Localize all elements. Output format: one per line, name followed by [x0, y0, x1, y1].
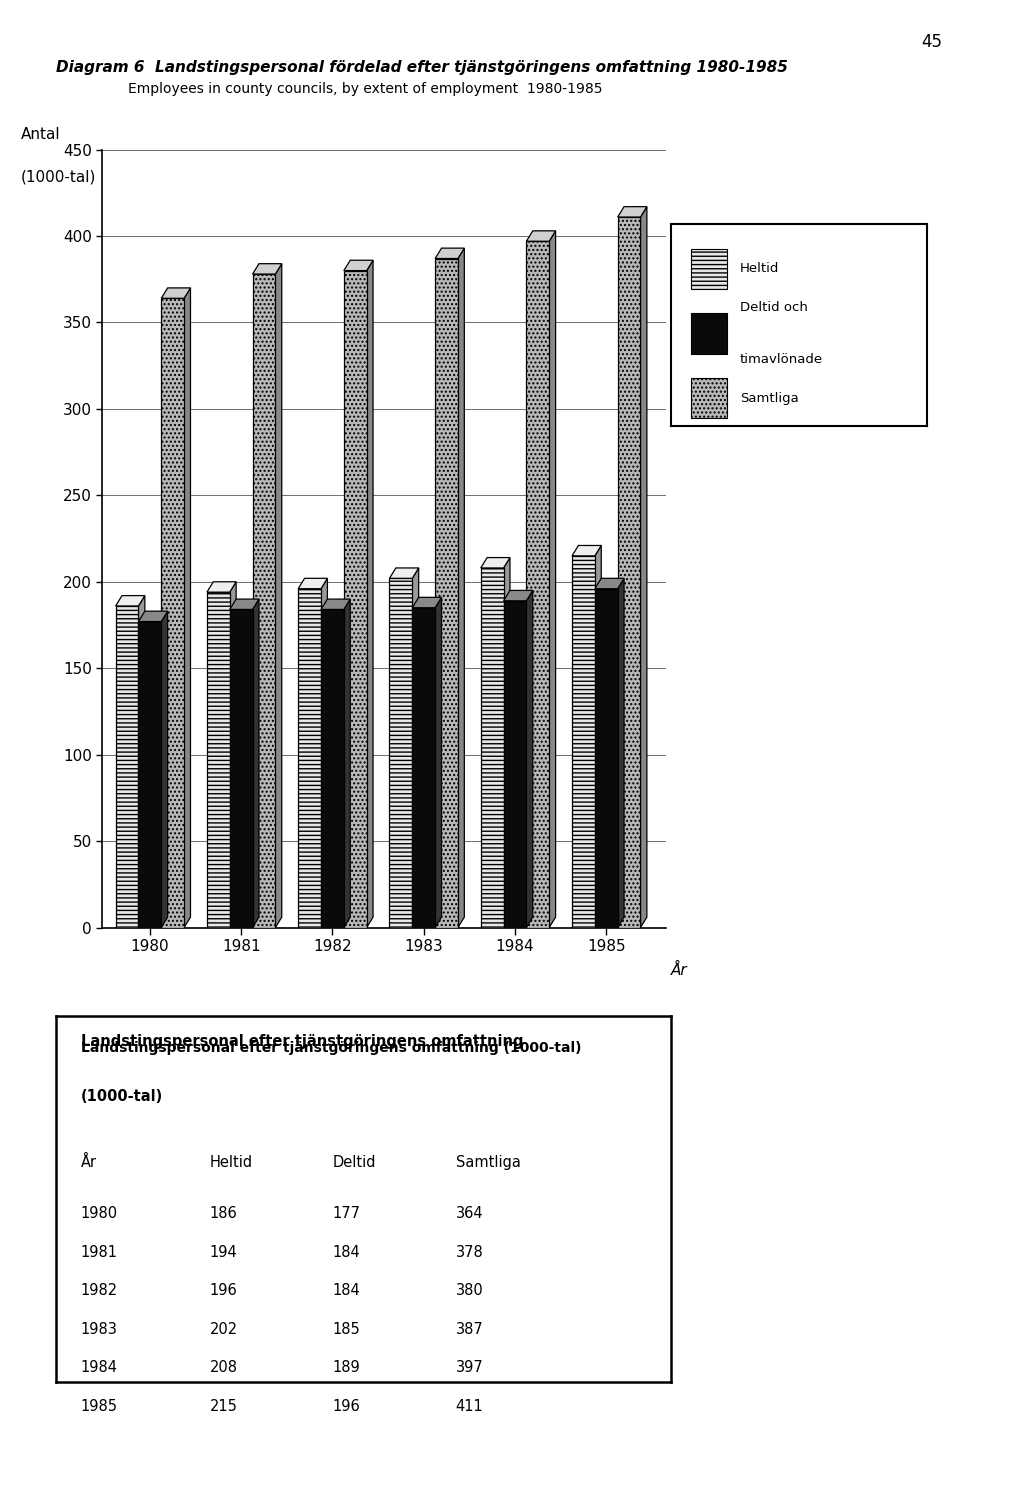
Text: 202: 202 [210, 1322, 238, 1337]
Polygon shape [640, 206, 647, 928]
Text: År: År [672, 963, 688, 978]
Bar [480, 568, 504, 928]
Bar [435, 259, 458, 928]
Bar [572, 557, 595, 928]
Polygon shape [617, 206, 647, 217]
Text: Heltid: Heltid [739, 262, 779, 275]
Text: 194: 194 [210, 1245, 238, 1260]
Text: 189: 189 [333, 1360, 360, 1375]
Text: Employees in county councils, by extent of employment  1980-1985: Employees in county councils, by extent … [128, 82, 602, 96]
Text: (1000-tal): (1000-tal) [20, 169, 96, 184]
Polygon shape [253, 263, 282, 274]
Text: (1000-tal): (1000-tal) [81, 1089, 163, 1104]
Polygon shape [253, 598, 259, 928]
Bar [207, 592, 229, 928]
Text: Landstingspersonal efter tjänstgöringens omfattning: Landstingspersonal efter tjänstgöringens… [81, 1034, 523, 1049]
Polygon shape [526, 230, 556, 241]
Polygon shape [458, 248, 464, 928]
Text: 45: 45 [922, 33, 942, 51]
Text: 196: 196 [210, 1284, 238, 1299]
Text: 378: 378 [456, 1245, 483, 1260]
Polygon shape [229, 598, 259, 609]
Polygon shape [161, 612, 168, 928]
Bar [617, 217, 640, 928]
Text: timavlönade: timavlönade [739, 353, 823, 367]
Text: 1984: 1984 [81, 1360, 118, 1375]
Polygon shape [207, 582, 237, 592]
Bar [229, 609, 253, 928]
Polygon shape [229, 582, 237, 928]
Bar [413, 607, 435, 928]
Polygon shape [595, 546, 601, 928]
Polygon shape [413, 597, 441, 607]
Text: Diagram 6  Landstingspersonal fördelad efter tjänstgöringens omfattning 1980-198: Diagram 6 Landstingspersonal fördelad ef… [56, 60, 788, 75]
Bar [595, 589, 617, 928]
Polygon shape [344, 598, 350, 928]
Text: Heltid: Heltid [210, 1155, 253, 1170]
Bar [344, 271, 367, 928]
Text: 184: 184 [333, 1245, 360, 1260]
Text: 364: 364 [456, 1206, 483, 1221]
Bar [161, 298, 184, 928]
Polygon shape [435, 597, 441, 928]
Polygon shape [161, 287, 190, 298]
Polygon shape [116, 595, 144, 606]
Bar [691, 313, 727, 353]
Bar [116, 606, 138, 928]
Polygon shape [389, 568, 419, 579]
Polygon shape [367, 260, 373, 928]
Text: 1982: 1982 [81, 1284, 118, 1299]
Text: 411: 411 [456, 1399, 483, 1414]
Bar [321, 609, 344, 928]
Text: 208: 208 [210, 1360, 238, 1375]
Text: 184: 184 [333, 1284, 360, 1299]
Text: 397: 397 [456, 1360, 483, 1375]
Text: Samtliga: Samtliga [739, 392, 799, 404]
Text: 1983: 1983 [81, 1322, 118, 1337]
Polygon shape [572, 546, 601, 557]
Bar [691, 248, 727, 289]
Text: Landstingspersonal efter tjänstgöringens omfattning (1000-tal): Landstingspersonal efter tjänstgöringens… [81, 1041, 582, 1056]
Polygon shape [321, 579, 328, 928]
Text: År: År [81, 1155, 97, 1170]
Polygon shape [480, 558, 510, 568]
Polygon shape [138, 595, 144, 928]
Bar [691, 378, 727, 419]
Text: 380: 380 [456, 1284, 483, 1299]
Polygon shape [184, 287, 190, 928]
Polygon shape [595, 579, 624, 589]
Polygon shape [275, 263, 282, 928]
Text: 185: 185 [333, 1322, 360, 1337]
Polygon shape [504, 591, 532, 601]
Polygon shape [298, 579, 328, 589]
Text: 1980: 1980 [81, 1206, 118, 1221]
Text: 387: 387 [456, 1322, 483, 1337]
Polygon shape [435, 248, 464, 259]
Text: Samtliga: Samtliga [456, 1155, 520, 1170]
Text: 1981: 1981 [81, 1245, 118, 1260]
Polygon shape [526, 591, 532, 928]
Polygon shape [138, 612, 168, 621]
Text: Deltid: Deltid [333, 1155, 376, 1170]
Polygon shape [549, 230, 556, 928]
Bar [389, 579, 413, 928]
Text: 215: 215 [210, 1399, 238, 1414]
Text: 186: 186 [210, 1206, 238, 1221]
Polygon shape [617, 579, 624, 928]
Bar [298, 589, 321, 928]
Text: Antal: Antal [20, 127, 60, 142]
Polygon shape [504, 558, 510, 928]
Bar [526, 241, 549, 928]
Text: Deltid och: Deltid och [739, 301, 808, 314]
Text: 1985: 1985 [81, 1399, 118, 1414]
Polygon shape [321, 598, 350, 609]
Polygon shape [344, 260, 373, 271]
Bar [504, 601, 526, 928]
Bar [253, 274, 275, 928]
Polygon shape [413, 568, 419, 928]
Bar [138, 621, 161, 928]
Text: 196: 196 [333, 1399, 360, 1414]
Text: 177: 177 [333, 1206, 360, 1221]
